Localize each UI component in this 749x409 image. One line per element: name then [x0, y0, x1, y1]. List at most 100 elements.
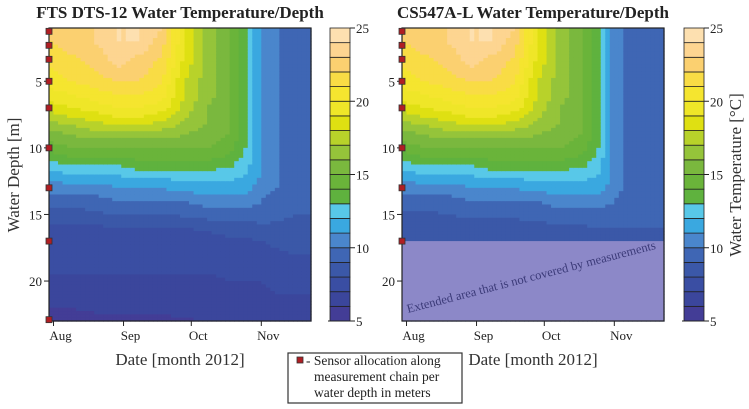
heatmap-cell [139, 34, 145, 39]
heatmap-cell [288, 51, 294, 56]
heatmap-cell [85, 64, 91, 69]
heatmap-cell [148, 201, 154, 206]
heatmap-cell [297, 267, 303, 272]
heatmap-cell [152, 304, 159, 309]
heatmap-cell [148, 291, 154, 295]
heatmap-cell [202, 254, 208, 259]
heatmap-cell [89, 207, 95, 212]
heatmap-cell [189, 201, 195, 206]
heatmap-cell [252, 134, 258, 139]
heatmap-cell [125, 187, 131, 192]
heatmap-cell [130, 111, 136, 116]
heatmap-cell [252, 117, 258, 122]
heatmap-cell [94, 104, 100, 109]
heatmap-cell [89, 87, 95, 92]
heatmap-cell [189, 57, 195, 62]
heatmap-cell [297, 274, 303, 279]
heatmap-cell [270, 251, 276, 256]
heatmap-cell [292, 134, 299, 139]
heatmap-cell [180, 231, 186, 236]
heatmap-cell [121, 261, 127, 265]
heatmap-cell [62, 131, 68, 136]
heatmap-cell [279, 184, 285, 189]
heatmap-cell [270, 301, 276, 305]
heatmap-cell [103, 144, 109, 149]
heatmap-cell [229, 317, 235, 322]
heatmap-cell [103, 54, 109, 59]
heatmap-cell [161, 241, 168, 246]
heatmap-cell [53, 207, 59, 212]
heatmap-cell [238, 304, 244, 309]
heatmap-cell [225, 301, 231, 305]
heatmap-cell [139, 197, 145, 202]
heatmap-cell [225, 124, 231, 129]
heatmap-cell [279, 274, 285, 279]
heatmap-cell [229, 304, 235, 309]
heatmap-cell [161, 304, 168, 309]
heatmap-cell [89, 57, 95, 62]
heatmap-cell [256, 261, 262, 265]
heatmap-cell [152, 137, 159, 142]
heatmap-cell [279, 311, 285, 315]
heatmap-cell [265, 77, 271, 82]
heatmap-cell [234, 44, 240, 49]
heatmap-cell [301, 177, 308, 182]
heatmap-cell [297, 284, 303, 289]
heatmap-cell [98, 291, 104, 295]
heatmap-cell [166, 181, 172, 186]
heatmap-cell [62, 141, 68, 146]
heatmap-cell [148, 234, 154, 239]
heatmap-cell [67, 241, 73, 246]
heatmap-cell [49, 217, 55, 222]
heatmap-cell [76, 254, 82, 259]
heatmap-cell [125, 257, 131, 262]
heatmap-cell [288, 67, 294, 72]
heatmap-cell [274, 37, 280, 42]
heatmap-cell [112, 131, 118, 136]
heatmap-cell [80, 207, 86, 212]
heatmap-cell [261, 167, 267, 172]
heatmap-cell [189, 157, 195, 162]
heatmap-cell [116, 97, 122, 102]
heatmap-cell [270, 151, 276, 156]
heatmap-cell [130, 137, 136, 142]
heatmap-cell [121, 211, 127, 216]
heatmap-cell [234, 137, 240, 142]
heatmap-cell [288, 174, 294, 179]
heatmap-cell [80, 154, 86, 159]
heatmap-cell [125, 294, 131, 299]
heatmap-cell [216, 277, 222, 282]
heatmap-cell [198, 87, 204, 92]
heatmap-cell [134, 267, 140, 272]
heatmap-cell [189, 244, 195, 249]
heatmap-cell [247, 211, 253, 216]
heatmap-cell [49, 287, 55, 292]
heatmap-cell [71, 28, 77, 32]
heatmap-cell [261, 134, 267, 139]
heatmap-cell [243, 104, 249, 109]
heatmap-cell [252, 267, 258, 272]
heatmap-cell [112, 214, 118, 219]
heatmap-cell [125, 304, 131, 309]
heatmap-cell [283, 211, 290, 216]
heatmap-cell [288, 211, 294, 216]
heatmap-cell [301, 81, 308, 86]
heatmap-cell [76, 187, 82, 192]
heatmap-cell [49, 101, 55, 106]
heatmap-cell [89, 114, 95, 119]
heatmap-cell [216, 284, 222, 289]
heatmap-cell [234, 314, 240, 319]
heatmap-cell [166, 111, 172, 116]
heatmap-cell [148, 117, 154, 122]
heatmap-cell [270, 154, 276, 159]
heatmap-cell [94, 257, 100, 262]
heatmap-cell [265, 317, 271, 322]
heatmap-cell [148, 137, 154, 142]
heatmap-cell [256, 141, 262, 146]
heatmap-cell [71, 151, 77, 156]
heatmap-cell [134, 124, 140, 129]
heatmap-cell [247, 114, 253, 119]
heatmap-cell [139, 241, 145, 246]
heatmap-cell [166, 87, 172, 92]
heatmap-cell [107, 284, 113, 289]
